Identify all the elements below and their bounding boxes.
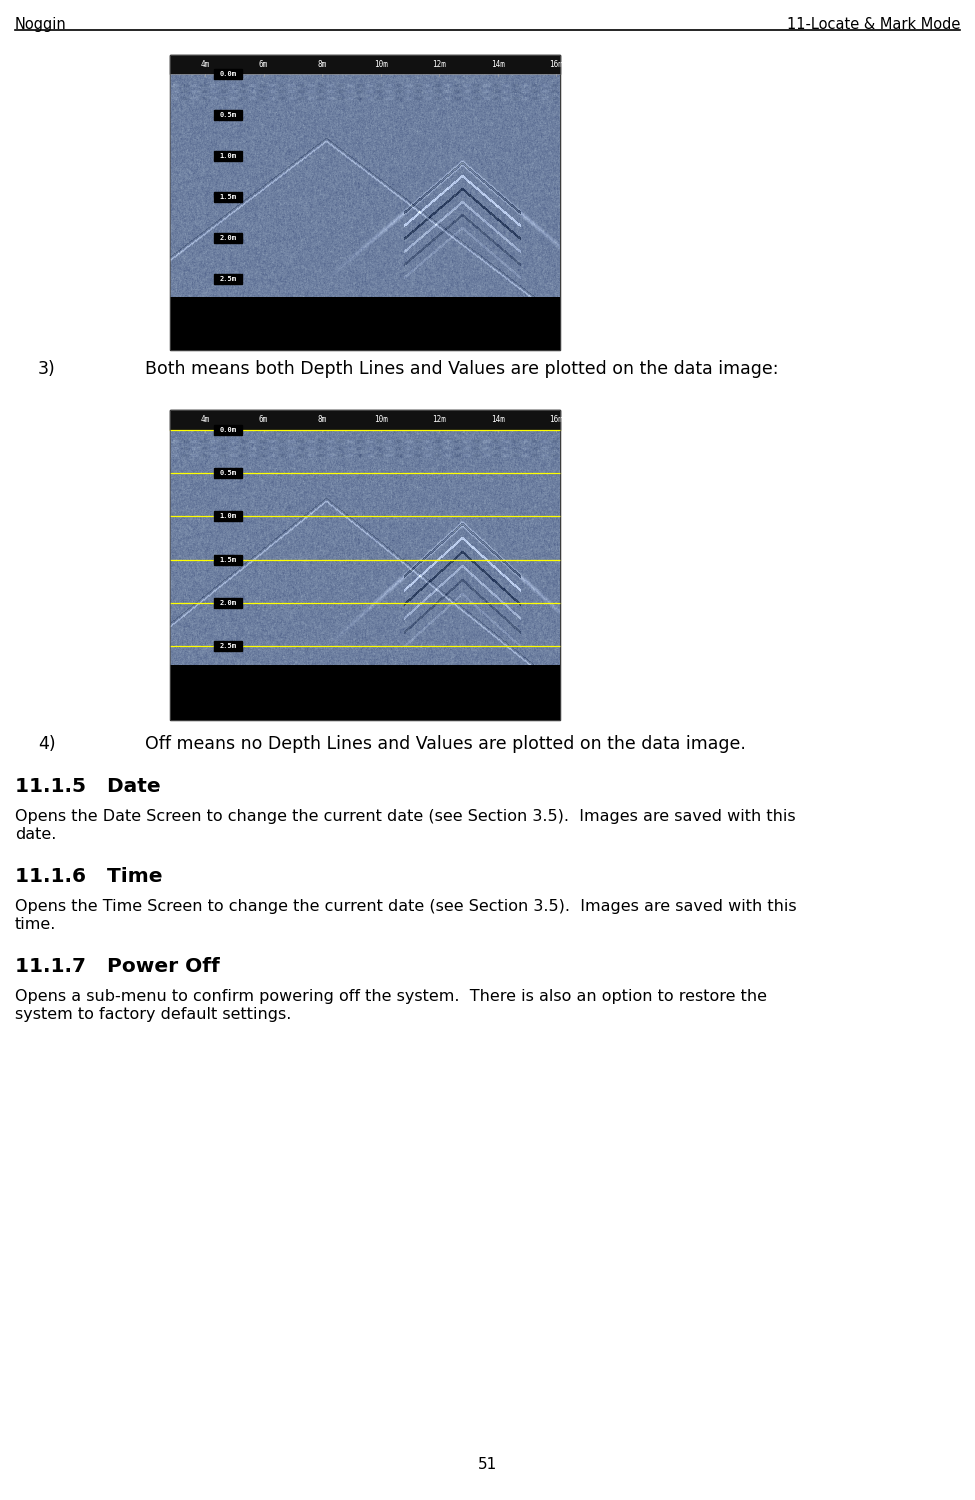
Text: 6m: 6m	[259, 416, 268, 424]
Text: 4m: 4m	[201, 60, 210, 69]
Bar	[214, 555, 242, 564]
Text: 16m: 16m	[549, 60, 563, 69]
Bar	[214, 598, 242, 608]
Text: 14m: 14m	[490, 416, 504, 424]
Text: 0.5m: 0.5m	[219, 112, 236, 118]
Bar	[170, 56, 560, 350]
Bar	[170, 410, 560, 720]
Bar	[214, 232, 242, 243]
Text: 1.5m: 1.5m	[219, 194, 236, 200]
Text: 8m: 8m	[318, 60, 327, 69]
Text: 11.1.6   Time: 11.1.6 Time	[15, 867, 163, 886]
Text: 10m: 10m	[373, 60, 387, 69]
Text: 16m: 16m	[549, 416, 563, 424]
Text: 12m: 12m	[432, 60, 446, 69]
Text: 11-Locate & Mark Mode: 11-Locate & Mark Mode	[787, 16, 960, 32]
Text: 1.0m: 1.0m	[219, 513, 236, 519]
Text: 11.1.5   Date: 11.1.5 Date	[15, 777, 161, 796]
Text: 6m: 6m	[259, 60, 268, 69]
Bar	[214, 424, 242, 435]
Text: 0.5m: 0.5m	[219, 470, 236, 476]
Text: Opens the Time Screen to change the current date (see Section 3.5).  Images are : Opens the Time Screen to change the curr…	[15, 898, 797, 914]
Bar	[170, 410, 560, 720]
Text: 11.1.7   Power Off: 11.1.7 Power Off	[15, 957, 219, 976]
Text: 10m: 10m	[373, 416, 387, 424]
Text: Opens the Date Screen to change the current date (see Section 3.5).  Images are : Opens the Date Screen to change the curr…	[15, 808, 796, 824]
Bar	[214, 69, 242, 80]
Text: 0.0m: 0.0m	[219, 70, 236, 76]
Text: 0.0m: 0.0m	[219, 427, 236, 433]
Bar	[214, 152, 242, 160]
Text: Noggin: Noggin	[15, 16, 66, 32]
Bar	[214, 274, 242, 284]
Bar	[214, 512, 242, 522]
Bar	[214, 468, 242, 478]
Text: 1.5m: 1.5m	[219, 556, 236, 562]
Bar	[214, 640, 242, 651]
Text: Both means both Depth Lines and Values are plotted on the data image:: Both means both Depth Lines and Values a…	[145, 360, 778, 378]
Text: 3): 3)	[38, 360, 56, 378]
Text: 8m: 8m	[318, 416, 327, 424]
Text: 51: 51	[478, 1456, 497, 1472]
Text: 1.0m: 1.0m	[219, 153, 236, 159]
Text: 14m: 14m	[490, 60, 504, 69]
Text: 12m: 12m	[432, 416, 446, 424]
Text: time.: time.	[15, 916, 57, 932]
Text: 2.5m: 2.5m	[219, 644, 236, 650]
Text: 2.0m: 2.0m	[219, 600, 236, 606]
Text: 2.0m: 2.0m	[219, 236, 236, 242]
Bar	[214, 110, 242, 120]
Text: 2.5m: 2.5m	[219, 276, 236, 282]
Text: 4): 4)	[38, 735, 56, 753]
Text: system to factory default settings.: system to factory default settings.	[15, 1007, 292, 1022]
Text: 4m: 4m	[201, 416, 210, 424]
Text: Opens a sub-menu to confirm powering off the system.  There is also an option to: Opens a sub-menu to confirm powering off…	[15, 988, 767, 1004]
Text: Off means no Depth Lines and Values are plotted on the data image.: Off means no Depth Lines and Values are …	[145, 735, 746, 753]
Text: date.: date.	[15, 827, 57, 842]
Bar	[170, 56, 560, 350]
Bar	[170, 410, 560, 430]
Bar	[170, 56, 560, 74]
Bar	[214, 192, 242, 202]
